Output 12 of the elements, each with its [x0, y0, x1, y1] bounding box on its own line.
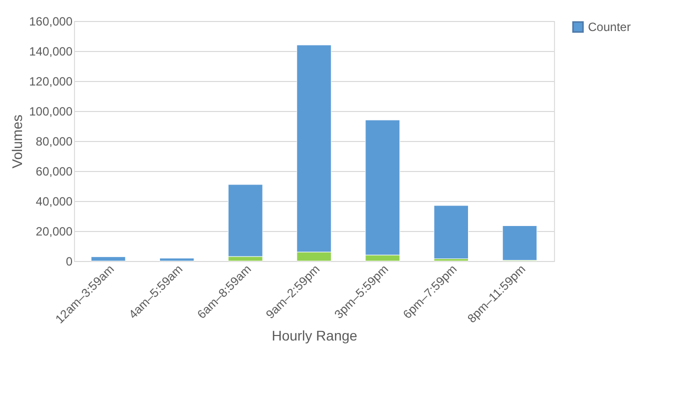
y-tick-label: 80,000	[36, 134, 73, 148]
y-tick-label: 120,000	[29, 74, 73, 88]
y-tick-label: 100,000	[29, 104, 73, 118]
y-tick-label: 0	[66, 254, 73, 268]
y-tick-label: 140,000	[29, 44, 73, 58]
legend-label: Counter	[588, 20, 631, 34]
y-tick-label: 20,000	[36, 224, 73, 238]
y-tick-label: 40,000	[36, 194, 73, 208]
y-tick-label: 160,000	[29, 14, 73, 28]
y-tick-label: 60,000	[36, 164, 73, 178]
y-axis-title: Volumes	[9, 114, 26, 168]
x-axis-title: Hourly Range	[272, 328, 358, 344]
